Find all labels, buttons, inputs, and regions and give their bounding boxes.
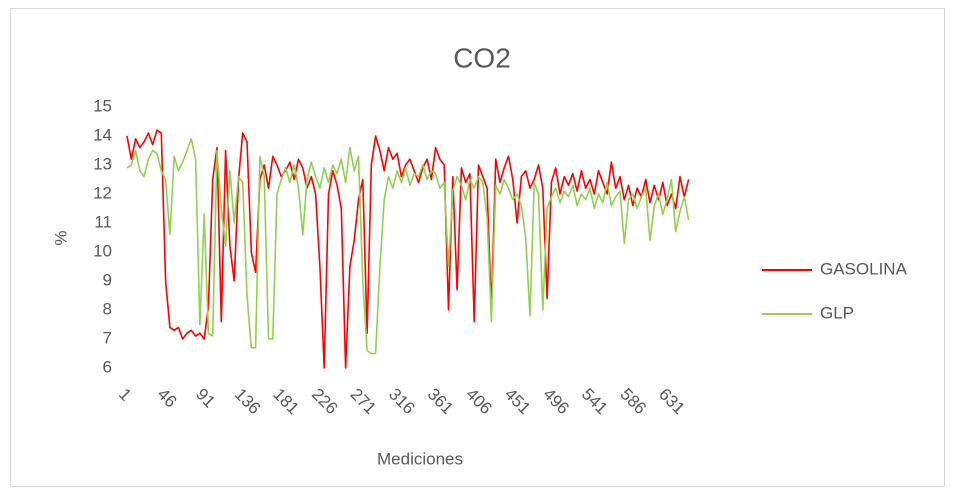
y-tick-label: 10 (93, 241, 112, 260)
series-line (126, 138, 690, 355)
y-tick-label: 14 (93, 125, 112, 144)
y-tick-label: 7 (103, 328, 112, 347)
y-tick-label: 13 (93, 154, 112, 173)
y-tick-label: 12 (93, 183, 112, 202)
y-tick-label: 6 (103, 357, 112, 376)
y-tick-label: 8 (103, 299, 112, 318)
y-tick-label: 11 (94, 212, 112, 231)
legend-label: GASOLINA (820, 259, 908, 278)
y-tick-label: 9 (103, 270, 112, 289)
legend-label: GLP (820, 303, 854, 322)
chart-title: CO2 (453, 42, 511, 73)
x-axis-title: Mediciones (377, 449, 463, 468)
chart-border (10, 8, 945, 487)
series-line (126, 129, 690, 369)
y-axis-title: % (51, 230, 70, 245)
y-tick-label: 15 (93, 96, 112, 115)
